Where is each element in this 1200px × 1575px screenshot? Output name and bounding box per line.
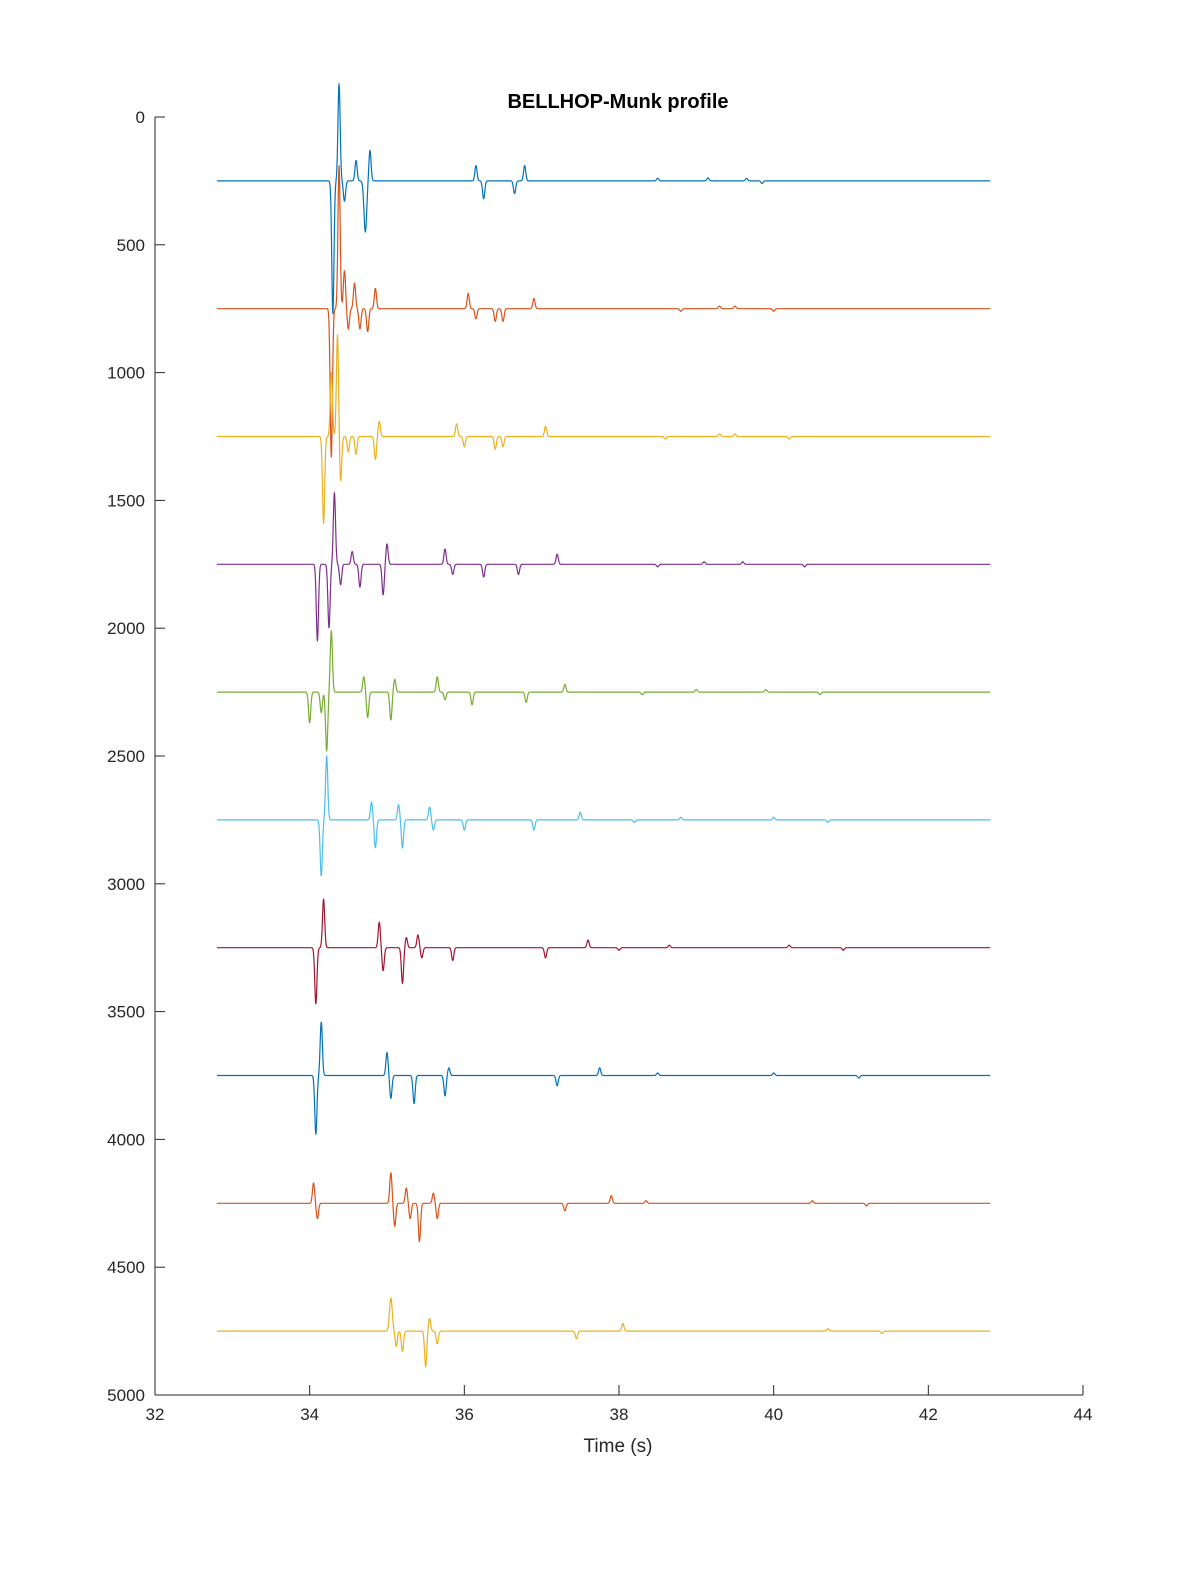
y-tick-label: 500 — [117, 236, 145, 255]
series-line-9 — [216, 1172, 991, 1243]
series-line-6 — [216, 755, 991, 877]
y-tick-label: 1000 — [107, 364, 145, 383]
x-tick-label: 40 — [764, 1405, 783, 1424]
x-axis-label: Time (s) — [584, 1436, 653, 1457]
series-line-2 — [216, 164, 991, 458]
series-line-10 — [216, 1297, 991, 1368]
x-tick-label: 42 — [919, 1405, 938, 1424]
series-line-3 — [216, 334, 991, 524]
series-line-4 — [216, 492, 991, 642]
y-tick-label: 2000 — [107, 619, 145, 638]
series-layer — [216, 83, 991, 1368]
series-line-7 — [216, 898, 991, 1005]
series-line-8 — [216, 1021, 991, 1135]
axes: 32 34 36 38 40 42 44 0 500 1000 1500 2000 2500 3000 35… — [107, 108, 1092, 1424]
x-tick-label: 38 — [610, 1405, 629, 1424]
y-tick-label: 5000 — [107, 1386, 145, 1405]
y-tick-label: 4000 — [107, 1130, 145, 1149]
y-tick-label: 3500 — [107, 1003, 145, 1022]
y-tick-label: 4500 — [107, 1258, 145, 1277]
chart-title: BELLHOP-Munk profile — [507, 91, 728, 113]
x-tick-label: 32 — [146, 1405, 165, 1424]
y-tick-label: 1500 — [107, 491, 145, 510]
y-tick-label: 2500 — [107, 747, 145, 766]
series-line-1 — [216, 83, 991, 315]
series-line-5 — [216, 630, 991, 752]
y-tick-label: 3000 — [107, 875, 145, 894]
x-tick-label: 34 — [300, 1405, 319, 1424]
x-tick-label: 44 — [1074, 1405, 1093, 1424]
y-tick-label: 0 — [136, 108, 145, 127]
x-tick-label: 36 — [455, 1405, 474, 1424]
